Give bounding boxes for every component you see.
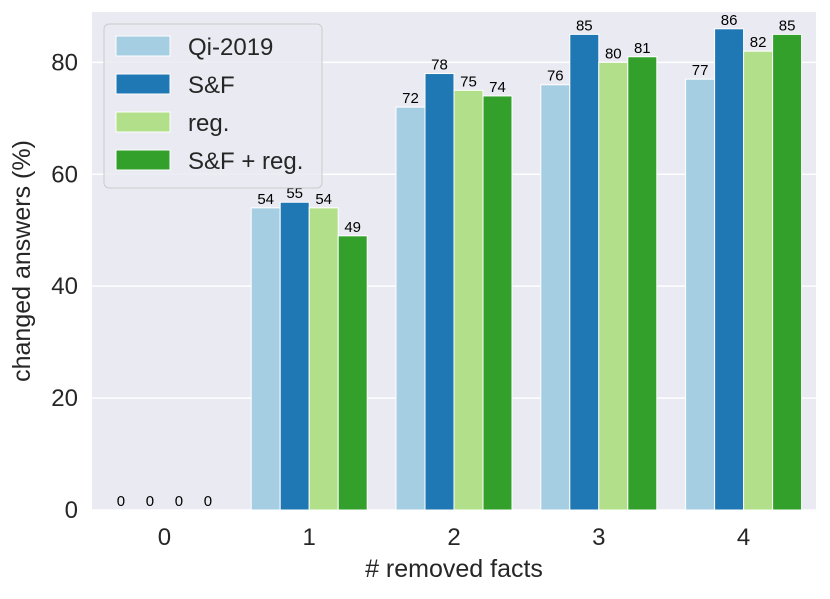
bar-value-label: 55 xyxy=(286,185,303,202)
y-tick-label: 60 xyxy=(51,161,78,188)
bar-value-labels: 0 0 0 0 54 55 54 49 72 78 75 74 76 85 80 81 77 86 82 85 xyxy=(117,12,796,510)
bar-value-label: 85 xyxy=(779,17,796,34)
bar xyxy=(453,89,484,511)
x-tick-label: 4 xyxy=(737,524,750,551)
x-tick-label: 0 xyxy=(158,524,171,551)
bar xyxy=(337,235,368,511)
y-tick-label: 0 xyxy=(65,497,78,524)
legend-swatch xyxy=(115,73,171,95)
legend: Qi-2019 S&F reg. S&F + reg. xyxy=(103,23,323,189)
y-tick-label: 80 xyxy=(51,49,78,76)
bar-value-label: 72 xyxy=(402,90,419,107)
legend-box xyxy=(103,23,323,189)
bar xyxy=(279,201,310,511)
bar xyxy=(308,207,339,511)
bar-value-label: 74 xyxy=(489,79,506,96)
bars xyxy=(250,28,803,511)
bar-value-label: 76 xyxy=(547,68,564,85)
bar xyxy=(540,84,571,511)
bar-value-label: 86 xyxy=(721,12,738,29)
bar-value-label: 80 xyxy=(605,45,622,62)
axis-ticks: 0 20 40 60 80 0 1 2 3 4 xyxy=(51,49,750,551)
legend-swatch xyxy=(115,35,171,57)
bar xyxy=(743,50,774,511)
x-axis-label: # removed facts xyxy=(365,555,543,583)
y-axis-label: changed answers (%) xyxy=(8,140,36,382)
bar xyxy=(395,106,426,511)
bar-value-label: 82 xyxy=(750,34,767,51)
bar-value-label: 0 xyxy=(175,493,183,510)
legend-swatch xyxy=(115,111,171,133)
y-tick-label: 40 xyxy=(51,273,78,300)
legend-label: S&F xyxy=(188,72,235,99)
legend-label: reg. xyxy=(188,110,229,137)
legend-label: S&F + reg. xyxy=(188,148,303,175)
bar-value-label: 0 xyxy=(117,493,125,510)
x-tick-label: 2 xyxy=(447,524,460,551)
bar xyxy=(714,28,745,511)
bar-value-label: 0 xyxy=(204,493,212,510)
bar-value-label: 0 xyxy=(146,493,154,510)
bar-value-label: 77 xyxy=(692,62,709,79)
bar xyxy=(627,56,658,511)
bar xyxy=(772,33,803,511)
y-tick-label: 20 xyxy=(51,385,78,412)
bar xyxy=(685,78,716,511)
x-tick-label: 3 xyxy=(592,524,605,551)
x-tick-label: 1 xyxy=(303,524,316,551)
bar xyxy=(598,61,629,511)
bar xyxy=(250,207,281,511)
bar xyxy=(424,73,455,511)
bar-value-label: 49 xyxy=(344,219,361,236)
legend-label: Qi-2019 xyxy=(188,34,273,61)
bar-value-label: 54 xyxy=(315,191,332,208)
bar-value-label: 85 xyxy=(576,17,593,34)
bar-value-label: 54 xyxy=(257,191,274,208)
bar xyxy=(482,95,513,511)
bar-value-label: 78 xyxy=(431,57,448,74)
bar-value-label: 75 xyxy=(460,73,477,90)
bar xyxy=(569,33,600,511)
legend-swatch xyxy=(115,149,171,171)
bar-value-label: 81 xyxy=(634,40,651,57)
